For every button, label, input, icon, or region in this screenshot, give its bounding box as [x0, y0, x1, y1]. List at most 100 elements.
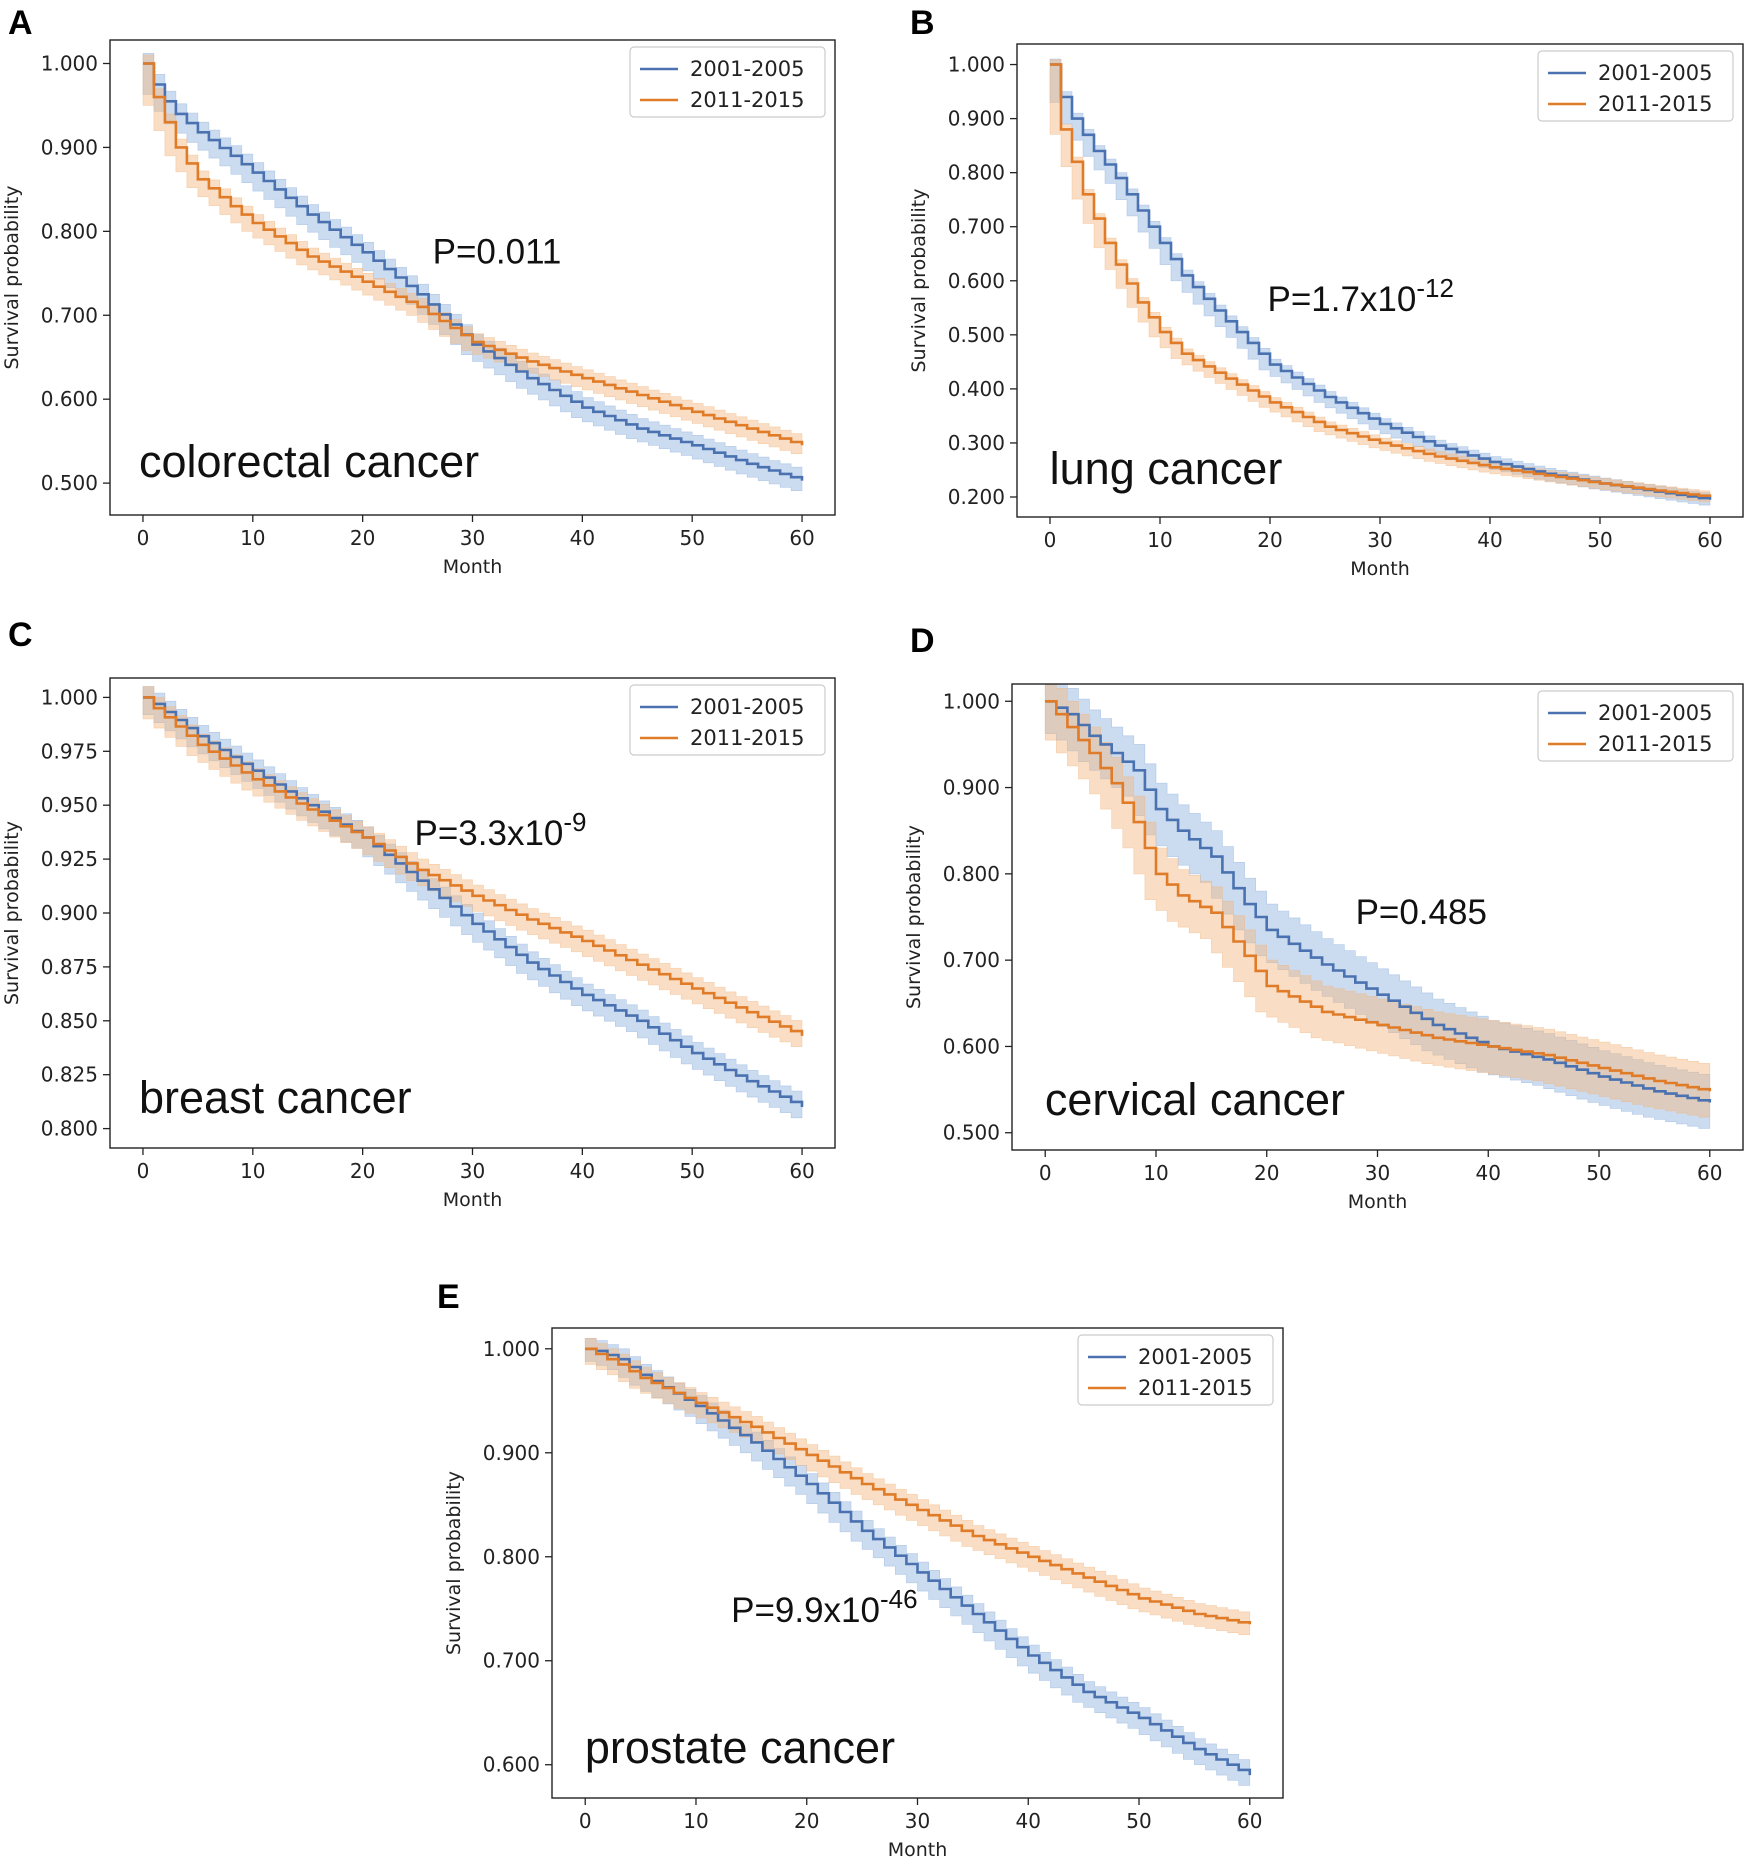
- plot-area: [142, 53, 804, 491]
- legend-label: 2011-2015: [690, 88, 804, 112]
- x-tick-label: 30: [1367, 528, 1392, 552]
- p-value-exponent: -12: [1416, 273, 1454, 303]
- confidence-band-2001-2005: [584, 1338, 1251, 1786]
- panel-b: B 0 10 20 30 40 50 60 0.200 0.300 0.400 0.500 0.600 0…: [908, 4, 1744, 580]
- y-tick-label: 0.600: [41, 387, 98, 411]
- x-tick-label: 40: [1016, 1809, 1041, 1833]
- y-tick-label: 0.975: [41, 739, 98, 763]
- p-value-base: P=9.9x10: [731, 1591, 880, 1630]
- legend-label: 2001-2005: [1138, 1345, 1252, 1369]
- legend: 2001-2005 2011-2015: [1537, 50, 1734, 122]
- y-axis-label: Survival probability: [1, 185, 23, 369]
- legend-label: 2001-2005: [1598, 701, 1712, 725]
- plot-area: [584, 1338, 1252, 1786]
- y-tick-label: 0.800: [483, 1545, 540, 1569]
- panel-letter: A: [8, 4, 33, 42]
- x-tick-label: 10: [240, 526, 265, 550]
- y-tick-label: 0.700: [943, 948, 1000, 972]
- survival-line-2011-2015: [1045, 700, 1712, 1092]
- cancer-type-label: breast cancer: [139, 1072, 412, 1123]
- x-tick-label: 10: [240, 1159, 265, 1183]
- y-tick-label: 0.800: [41, 219, 98, 243]
- plot-area: [1044, 684, 1712, 1129]
- confidence-band-2001-2005: [142, 53, 803, 491]
- cancer-type-label: lung cancer: [1050, 443, 1283, 494]
- p-value-annotation: P=0.011: [433, 232, 562, 271]
- survival-line-2001-2005: [143, 62, 804, 481]
- y-tick-label: 0.500: [948, 323, 1005, 347]
- p-value-exponent: -9: [563, 807, 586, 837]
- y-tick-label: 0.400: [948, 377, 1005, 401]
- x-axis-label: Month: [888, 1839, 948, 1861]
- y-axis-label: Survival probability: [903, 825, 925, 1009]
- p-value-exponent: -46: [880, 1584, 918, 1614]
- x-tick-label: 0: [1039, 1161, 1052, 1185]
- x-tick-label: 40: [570, 1159, 595, 1183]
- x-tick-label: 40: [1476, 1161, 1501, 1185]
- plot-area: [1049, 58, 1712, 506]
- x-tick-label: 10: [1143, 1161, 1168, 1185]
- p-value-annotation: P=0.485: [1356, 893, 1487, 932]
- p-value-base: P=0.485: [1356, 893, 1487, 932]
- confidence-band-2001-2005: [1049, 58, 1711, 506]
- confidence-band-2011-2015: [142, 54, 803, 454]
- y-tick-label: 0.300: [948, 431, 1005, 455]
- plot-area: [142, 686, 804, 1119]
- y-tick-label: 0.950: [41, 793, 98, 817]
- legend-label: 2011-2015: [690, 726, 804, 750]
- y-tick-label: 0.900: [483, 1441, 540, 1465]
- x-tick-label: 0: [137, 526, 150, 550]
- survival-line-2001-2005: [585, 1347, 1252, 1776]
- legend-box: [1077, 1334, 1274, 1406]
- x-tick-label: 60: [789, 526, 814, 550]
- x-tick-label: 0: [1044, 528, 1057, 552]
- y-tick-label: 0.700: [483, 1649, 540, 1673]
- x-axis-label: Month: [1350, 558, 1410, 580]
- x-tick-label: 20: [794, 1809, 819, 1833]
- p-value-base: P=1.7x10: [1267, 280, 1416, 319]
- y-tick-label: 1.000: [483, 1337, 540, 1361]
- x-tick-label: 0: [579, 1809, 592, 1833]
- legend-label: 2001-2005: [690, 57, 804, 81]
- survival-line-2011-2015: [585, 1347, 1252, 1625]
- x-tick-label: 50: [1586, 1161, 1611, 1185]
- x-axis-label: Month: [443, 556, 503, 578]
- y-tick-label: 0.600: [483, 1753, 540, 1777]
- confidence-band-2011-2015: [1049, 59, 1711, 503]
- panel-a: A 0 10 20 30 40 50 60 0.500 0.600 0.700 0.800 0.900 1…: [1, 4, 836, 578]
- y-tick-label: 0.600: [943, 1034, 1000, 1058]
- x-tick-label: 60: [1697, 1161, 1722, 1185]
- x-tick-label: 10: [1147, 528, 1172, 552]
- y-tick-label: 0.700: [41, 303, 98, 327]
- y-tick-label: 0.600: [948, 269, 1005, 293]
- panel-e: E 0 10 20 30 40 50 60 0.600 0.700 0.800 0.900 1.000 M…: [437, 1278, 1284, 1861]
- y-tick-label: 1.000: [41, 51, 98, 75]
- y-tick-label: 0.825: [41, 1063, 98, 1087]
- confidence-band-2001-2005: [1044, 684, 1711, 1129]
- legend-label: 2001-2005: [1598, 61, 1712, 85]
- p-value-annotation: P=9.9x10-46: [731, 1584, 917, 1630]
- confidence-band-2011-2015: [584, 1338, 1251, 1635]
- survival-line-2011-2015: [143, 62, 804, 446]
- survival-line-2011-2015: [143, 696, 804, 1036]
- x-tick-label: 0: [137, 1159, 150, 1183]
- x-tick-label: 40: [570, 526, 595, 550]
- p-value-base: P=3.3x10: [415, 814, 564, 853]
- panel-c: C 0 10 20 30 40 50 60 0.800 0.825 0.850 0.875 0.900 0…: [1, 616, 836, 1211]
- x-tick-label: 20: [350, 526, 375, 550]
- panel-letter: D: [910, 622, 935, 660]
- p-value-base: P=0.011: [433, 232, 562, 271]
- x-tick-label: 40: [1477, 528, 1502, 552]
- survival-line-2001-2005: [1045, 700, 1712, 1103]
- x-tick-label: 50: [1126, 1809, 1151, 1833]
- y-axis-label: Survival probability: [443, 1471, 465, 1655]
- x-tick-label: 20: [350, 1159, 375, 1183]
- legend-label: 2011-2015: [1598, 732, 1712, 756]
- x-tick-label: 20: [1257, 528, 1282, 552]
- y-tick-label: 0.200: [948, 485, 1005, 509]
- x-tick-label: 10: [683, 1809, 708, 1833]
- y-tick-label: 0.500: [41, 471, 98, 495]
- y-tick-label: 0.700: [948, 215, 1005, 239]
- y-tick-label: 0.900: [41, 135, 98, 159]
- y-tick-label: 1.000: [41, 685, 98, 709]
